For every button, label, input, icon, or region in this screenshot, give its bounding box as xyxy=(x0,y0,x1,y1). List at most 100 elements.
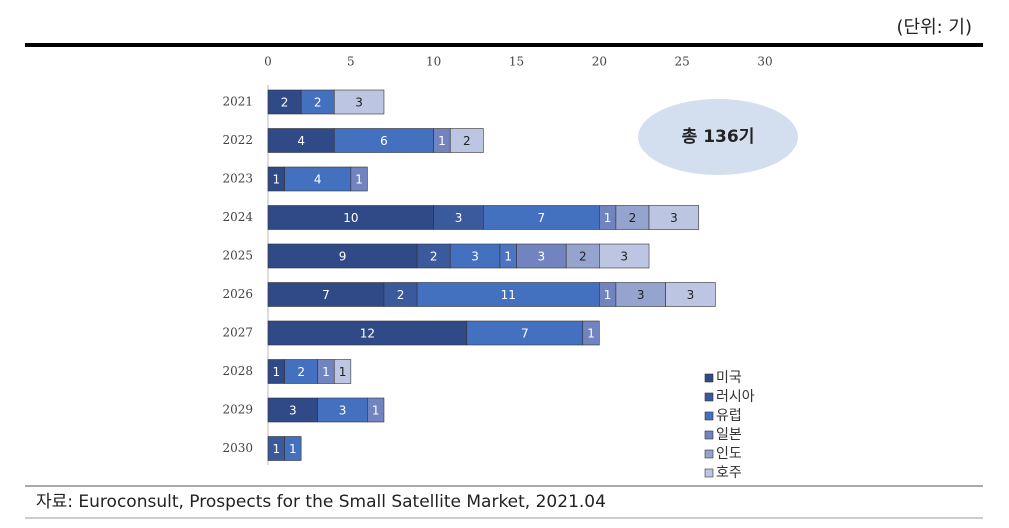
bar-segment xyxy=(665,282,716,307)
y-tick-label: 2029 xyxy=(222,403,253,417)
bar-segment xyxy=(333,128,434,153)
bar-segment xyxy=(267,243,418,269)
bar-segment xyxy=(317,397,368,423)
y-tick-label: 2025 xyxy=(222,249,253,263)
data-label: 1 xyxy=(504,250,512,264)
bar-segment xyxy=(284,166,352,192)
data-label: 1 xyxy=(322,365,330,379)
bar-segment xyxy=(267,205,434,230)
data-label: 1 xyxy=(587,327,595,341)
data-label: 3 xyxy=(471,250,479,264)
bar-segment xyxy=(267,397,319,423)
data-label: 3 xyxy=(355,96,363,110)
data-label: 3 xyxy=(687,288,695,302)
bar-segment xyxy=(333,359,352,384)
legend-label: 호주 xyxy=(716,465,742,481)
data-label: 7 xyxy=(322,288,330,302)
legend-label: 인도 xyxy=(716,446,742,462)
data-label: 3 xyxy=(637,288,645,302)
unit-note: (단위: 기) xyxy=(896,17,972,38)
data-label: 3 xyxy=(339,404,347,418)
x-tick-label: 25 xyxy=(675,55,690,69)
bar-segment xyxy=(383,282,418,307)
data-label: 1 xyxy=(289,442,297,456)
data-label: 1 xyxy=(372,404,380,418)
data-label: 2 xyxy=(430,250,438,264)
data-label: 2 xyxy=(281,96,289,110)
x-tick-label: 30 xyxy=(757,55,772,69)
data-label: 1 xyxy=(272,442,280,456)
y-tick-label: 2027 xyxy=(222,326,253,340)
data-label: 1 xyxy=(438,134,446,148)
y-tick-label: 2028 xyxy=(222,364,253,378)
legend-label: 일본 xyxy=(716,427,742,443)
bar-segment xyxy=(466,320,584,346)
data-label: 2 xyxy=(297,365,305,379)
data-label: 2 xyxy=(314,96,322,110)
legend-swatch xyxy=(704,468,714,478)
data-label: 12 xyxy=(360,327,375,341)
legend-label: 러시아 xyxy=(716,389,755,405)
data-label: 2 xyxy=(397,288,405,302)
bar-segment xyxy=(367,397,385,423)
x-tick-label: 5 xyxy=(347,55,355,69)
bar-segment xyxy=(582,320,600,346)
data-label: 6 xyxy=(380,134,388,148)
data-label: 2 xyxy=(629,211,637,225)
bar-segment xyxy=(449,128,484,153)
bar-segment xyxy=(615,205,650,230)
bar-segment xyxy=(599,243,650,269)
bar-segment xyxy=(284,436,302,461)
y-tick-label: 2022 xyxy=(222,133,253,147)
bar-segment xyxy=(267,128,335,153)
data-label: 2 xyxy=(463,134,471,148)
data-label: 3 xyxy=(538,250,546,264)
data-label: 1 xyxy=(604,211,612,225)
data-label: 1 xyxy=(604,288,612,302)
data-label: 1 xyxy=(272,365,280,379)
x-tick-label: 20 xyxy=(592,55,607,69)
legend-swatch xyxy=(704,449,714,459)
data-label: 4 xyxy=(297,134,305,148)
legend-swatch xyxy=(704,373,714,383)
data-label: 1 xyxy=(339,365,347,379)
source-note: 자료: Euroconsult, Prospects for the Small… xyxy=(36,492,606,512)
x-tick-label: 10 xyxy=(426,55,441,69)
bar-segment xyxy=(483,205,600,230)
bar-segment xyxy=(350,166,368,192)
total-annotation: 총 136기 xyxy=(682,127,755,147)
legend-swatch xyxy=(704,392,714,402)
legend-swatch xyxy=(704,411,714,421)
x-tick-label: 0 xyxy=(264,55,272,69)
y-tick-label: 2023 xyxy=(222,172,253,186)
data-label: 2 xyxy=(579,250,587,264)
data-label: 11 xyxy=(501,288,516,302)
y-tick-label: 2021 xyxy=(222,95,253,109)
y-tick-label: 2024 xyxy=(222,210,253,224)
bar-segment xyxy=(416,243,451,269)
bar-segment xyxy=(449,243,501,269)
legend-label: 유럽 xyxy=(716,408,742,424)
legend-swatch xyxy=(704,430,714,440)
bar-segment xyxy=(267,89,302,115)
total-bubble xyxy=(638,99,798,175)
data-label: 4 xyxy=(314,173,322,187)
data-label: 10 xyxy=(343,211,358,225)
data-label: 3 xyxy=(455,211,463,225)
legend-label: 미국 xyxy=(716,370,742,386)
bar-segment xyxy=(648,205,700,230)
data-label: 7 xyxy=(538,211,546,225)
bar-segment xyxy=(284,359,319,384)
y-tick-label: 2030 xyxy=(222,441,253,455)
data-label: 1 xyxy=(355,173,363,187)
bar-segment xyxy=(516,243,567,269)
data-label: 3 xyxy=(670,211,678,225)
data-label: 1 xyxy=(272,173,280,187)
data-label: 7 xyxy=(521,327,529,341)
data-label: 9 xyxy=(339,250,347,264)
bar-segment xyxy=(433,205,484,230)
data-label: 3 xyxy=(620,250,628,264)
bar-segment xyxy=(267,282,385,307)
x-tick-label: 15 xyxy=(509,55,524,69)
